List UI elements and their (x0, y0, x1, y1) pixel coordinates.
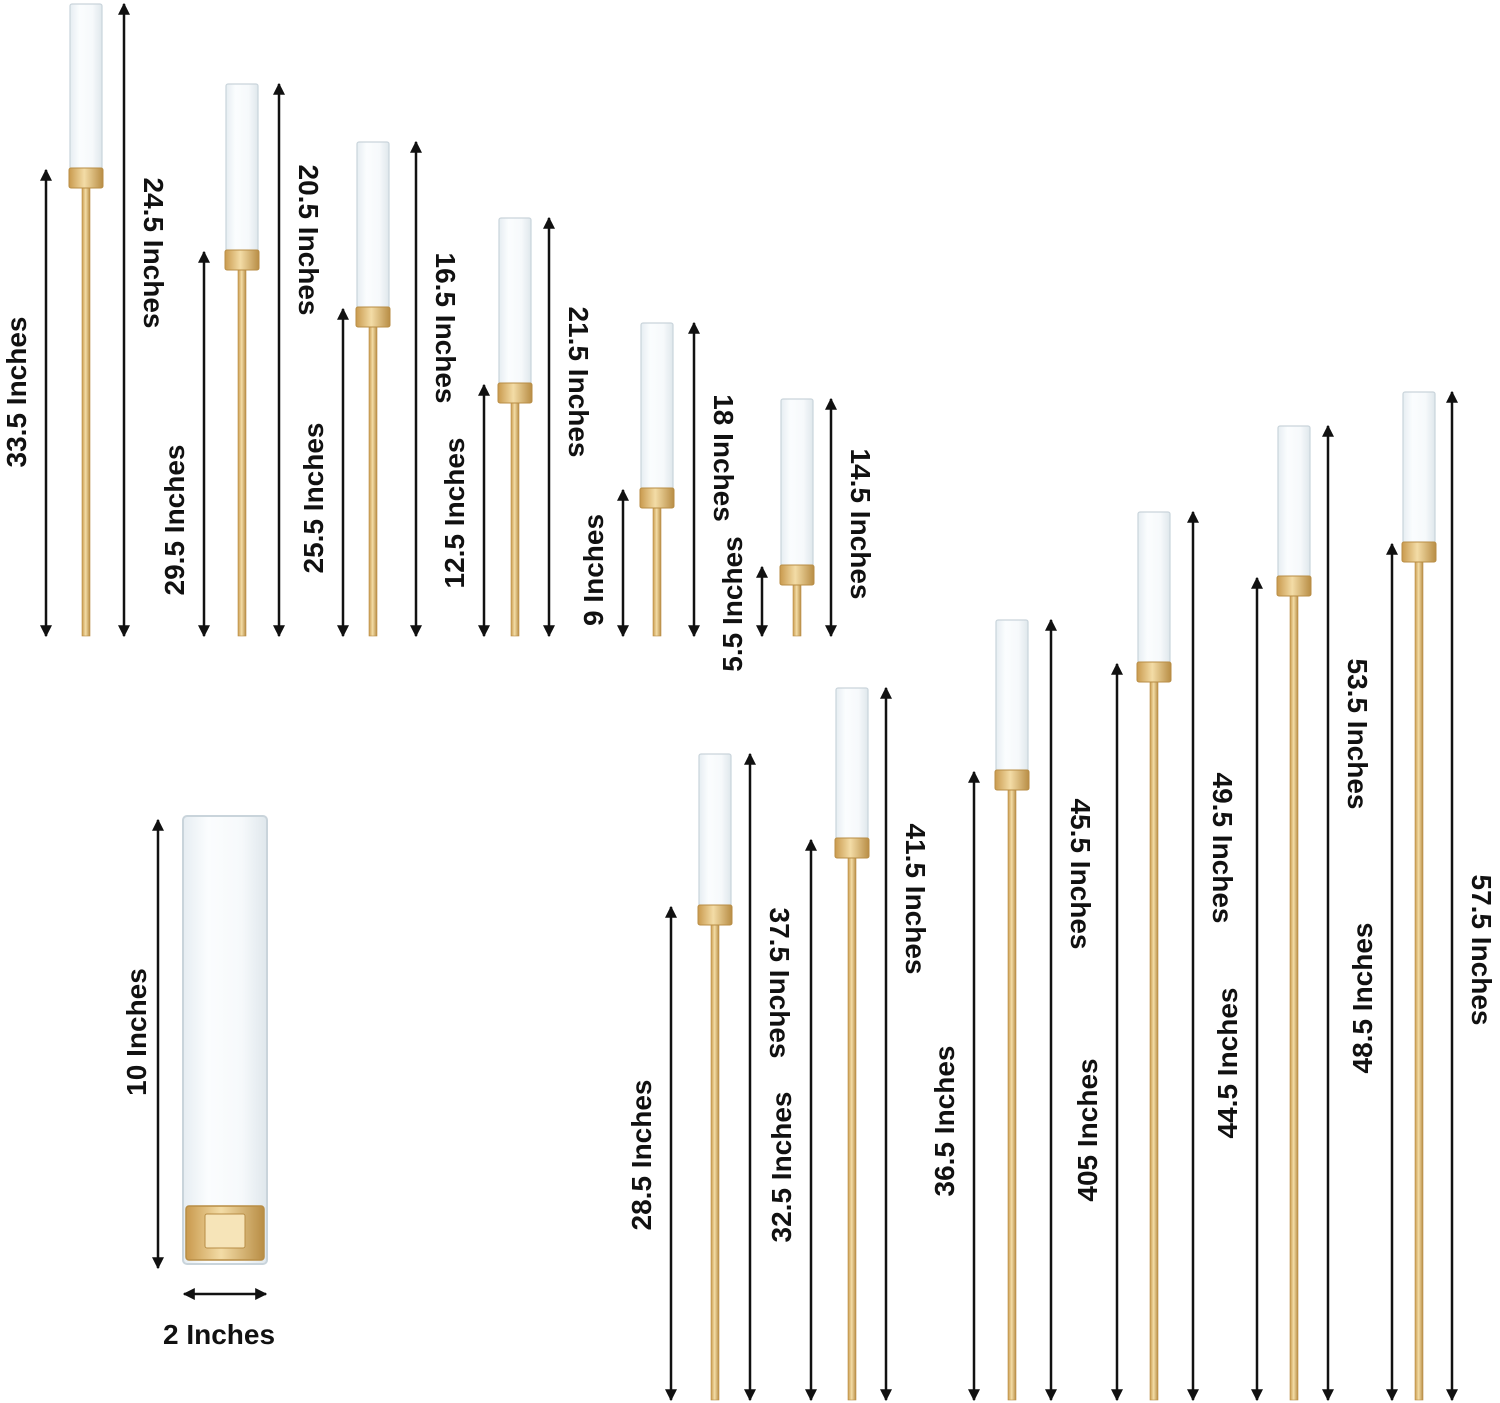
holder-height-label: 12.5 Inches (439, 438, 470, 589)
stand-pole (237, 267, 247, 637)
stand-holder-cup (1136, 661, 1172, 683)
total-height-label: 49.5 Inches (1207, 773, 1238, 924)
total-height-label: 16.5 Inches (430, 253, 461, 404)
candle-stand-3: 25.5 Inches 16.5 Inches (298, 140, 461, 638)
stand-pole (510, 400, 520, 637)
stand-holder-cup (834, 837, 870, 859)
glass-height-label: 10 Inches (121, 968, 152, 1096)
candle-stand-2: 29.5 Inches 20.5 Inches (159, 82, 324, 638)
total-height-label: 53.5 Inches (1342, 659, 1373, 810)
holder-height-label: 36.5 Inches (929, 1046, 960, 1197)
glass-base-inner (204, 1213, 246, 1249)
holder-height-label: 25.5 Inches (298, 423, 329, 574)
total-height-label: 21.5 Inches (563, 307, 594, 458)
total-height-label: 37.5 Inches (764, 908, 795, 1059)
candle-stand-8: 32.5 Inches 41.5 Inches (766, 686, 931, 1402)
stand-glass (356, 141, 390, 314)
stand-holder-cup (1401, 541, 1437, 563)
stand-glass (780, 398, 814, 572)
glass-cylinder (182, 815, 268, 1265)
stand-pole (710, 922, 720, 1401)
stand-pole (368, 324, 378, 637)
candle-stand-1: 33.5 Inches 24.5 Inches (1, 2, 169, 638)
stand-holder-cup (697, 904, 733, 926)
stand-pole (847, 855, 857, 1401)
total-height-label: 14.5 Inches (845, 449, 876, 600)
total-height-label: 45.5 Inches (1065, 799, 1096, 950)
stand-glass (835, 687, 869, 845)
holder-height-label: 32.5 Inches (766, 1092, 797, 1243)
total-height-label: 20.5 Inches (293, 165, 324, 316)
holder-height-label: 33.5 Inches (1, 317, 32, 468)
stand-holder-cup (994, 769, 1030, 791)
stand-holder-cup (68, 167, 104, 189)
stand-glass (1277, 425, 1311, 583)
stand-pole (1289, 593, 1299, 1401)
holder-height-label: 48.5 Inches (1347, 923, 1378, 1074)
stand-glass (640, 322, 674, 495)
candle-stand-9: 36.5 Inches 45.5 Inches (929, 618, 1096, 1402)
stand-pole (1414, 559, 1424, 1401)
stand-holder-cup (224, 249, 260, 271)
candle-stand-12: 48.5 Inches 57.5 Inches (1347, 390, 1497, 1402)
stand-pole (652, 505, 662, 637)
stand-pole (1007, 787, 1017, 1401)
holder-height-label: 9 Inches (578, 514, 609, 626)
total-height-label: 18 Inches (708, 394, 739, 522)
stand-glass (995, 619, 1029, 777)
stand-pole (81, 185, 91, 637)
glass-width-label: 2 Inches (163, 1319, 275, 1350)
holder-height-label: 44.5 Inches (1212, 988, 1243, 1139)
stand-glass (69, 3, 103, 175)
total-height-label: 57.5 Inches (1466, 875, 1497, 1026)
stand-holder-cup (1276, 575, 1312, 597)
stand-holder-cup (639, 487, 675, 509)
candle-stand-10: 405 Inches 49.5 Inches (1072, 510, 1238, 1402)
glass-detail: 10 Inches 2 Inches (121, 815, 275, 1350)
stand-holder-cup (497, 382, 533, 404)
holder-height-label: 5.5 Inches (717, 536, 748, 671)
candle-stand-5: 9 Inches 18 Inches (578, 321, 739, 638)
stand-pole (1149, 679, 1159, 1401)
stand-glass (1137, 511, 1171, 669)
holder-height-label: 29.5 Inches (159, 445, 190, 596)
total-height-label: 41.5 Inches (900, 824, 931, 975)
stand-glass (498, 217, 532, 390)
candle-stand-6: 5.5 Inches 14.5 Inches (717, 397, 876, 672)
stand-pole (792, 582, 802, 637)
stand-glass (225, 83, 259, 257)
holder-height-label: 405 Inches (1072, 1058, 1103, 1201)
stand-holder-cup (355, 306, 391, 328)
candle-stand-7: 28.5 Inches 37.5 Inches (626, 752, 795, 1402)
holder-height-label: 28.5 Inches (626, 1080, 657, 1231)
candle-stand-4: 12.5 Inches 21.5 Inches (439, 216, 594, 638)
candle-stand-11: 44.5 Inches 53.5 Inches (1212, 424, 1373, 1402)
stand-glass (698, 753, 732, 912)
total-height-label: 24.5 Inches (138, 178, 169, 329)
stand-glass (1402, 391, 1436, 549)
stand-holder-cup (779, 564, 815, 586)
